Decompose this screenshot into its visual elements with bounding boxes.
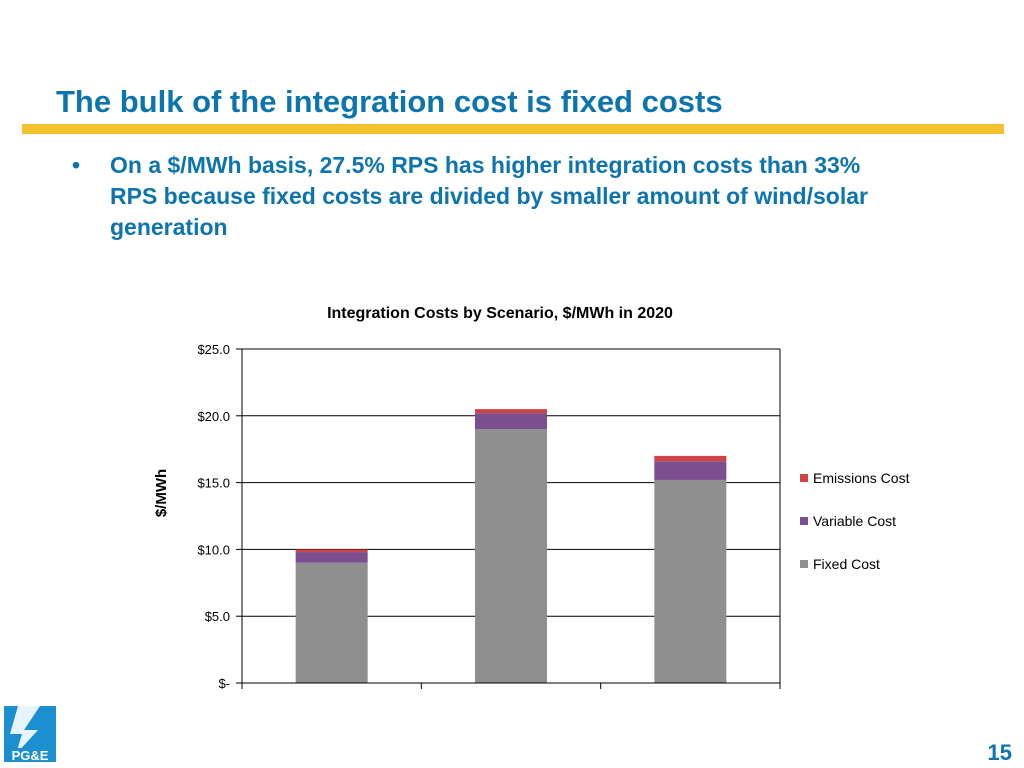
y-tick-label: $15.0 (197, 476, 230, 491)
chart-title: Integration Costs by Scenario, $/MWh in … (327, 305, 673, 322)
legend-swatch (800, 517, 808, 525)
bars (295, 409, 727, 683)
bar-segment-variable-cost (654, 461, 727, 480)
y-tick-label: $10.0 (197, 542, 230, 557)
y-tick-label: $5.0 (205, 609, 230, 624)
bar-segment-variable-cost (295, 552, 368, 563)
legend-swatch (800, 560, 808, 568)
bullet-glyph: • (72, 152, 81, 178)
bar-segment-fixed-cost (475, 429, 547, 683)
y-tick-label: $20.0 (197, 409, 230, 424)
bullet-text: On a $/MWh basis, 27.5% RPS has higher i… (110, 152, 868, 240)
bar-segment-emissions-cost (475, 409, 547, 414)
bar-segment-emissions-cost (295, 549, 368, 553)
y-axis-label: $/MWh (153, 469, 170, 517)
logo-text: PG&E (12, 748, 49, 762)
bar-segment-variable-cost (475, 413, 547, 430)
bullet-item: • On a $/MWh basis, 27.5% RPS has higher… (70, 150, 910, 243)
bar-segment-fixed-cost (295, 562, 368, 683)
bar-segment-fixed-cost (654, 479, 727, 683)
y-tick-label: $25.0 (197, 342, 230, 357)
legend-swatch (800, 474, 808, 482)
integration-cost-chart: Integration Costs by Scenario, $/MWh in … (153, 305, 910, 691)
slide-title: The bulk of the integration cost is fixe… (56, 84, 723, 119)
axes: $-$5.0$10.0$15.0$20.0$25.020%27.5%33% (197, 342, 781, 691)
legend-label: Emissions Cost (813, 470, 910, 486)
page-number: 15 (987, 740, 1012, 765)
title-divider (22, 124, 1004, 134)
bullet-list: • On a $/MWh basis, 27.5% RPS has higher… (70, 150, 910, 243)
legend: Emissions Cost Variable Cost Fixed Cost (800, 470, 910, 572)
y-tick-label: $- (218, 676, 230, 691)
bar-segment-emissions-cost (654, 455, 727, 462)
legend-label: Fixed Cost (813, 556, 880, 572)
legend-label: Variable Cost (813, 513, 896, 529)
pge-logo: PG&E (4, 706, 56, 762)
